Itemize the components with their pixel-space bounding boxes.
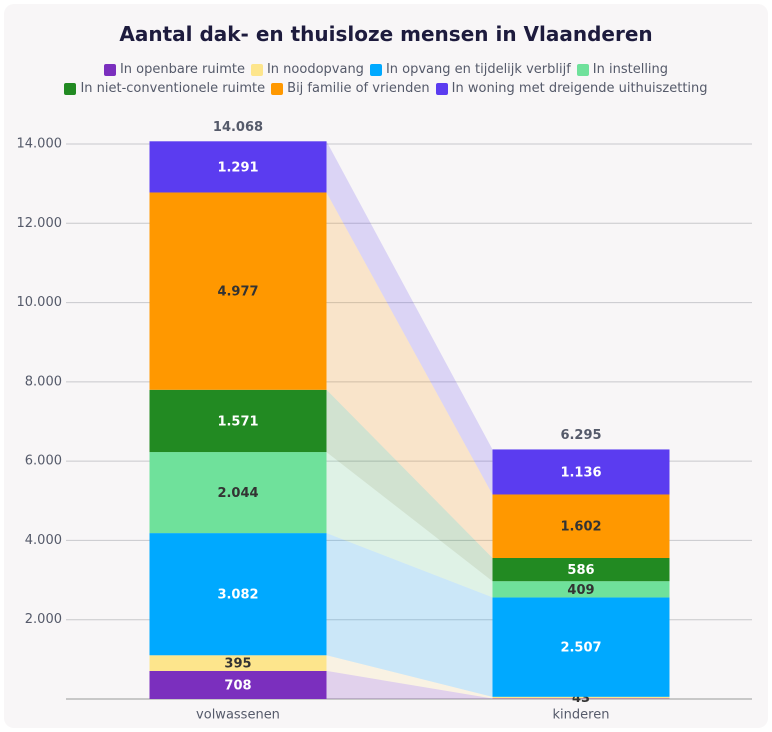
legend-label: In openbare ruimte xyxy=(119,62,245,77)
connector xyxy=(326,389,493,582)
chart-title: Aantal dak- en thuisloze mensen in Vlaan… xyxy=(119,22,653,46)
legend-swatch xyxy=(576,63,589,76)
legend-swatch xyxy=(250,63,263,76)
bar-segment xyxy=(492,581,670,598)
legend-item: Bij familie of vrienden xyxy=(271,81,430,96)
bar-segment xyxy=(492,449,670,495)
data-label: 1.136 xyxy=(560,465,601,480)
bar-segment xyxy=(149,670,327,699)
bar-segment xyxy=(492,557,670,582)
data-label: 2.507 xyxy=(560,641,601,656)
legend-swatch xyxy=(271,82,284,95)
legend-item: In instelling xyxy=(576,62,669,77)
legend-swatch xyxy=(64,82,77,95)
connector xyxy=(326,192,493,558)
connector xyxy=(326,452,493,598)
y-tick-label: 12.000 xyxy=(17,216,63,231)
legend-swatch xyxy=(369,63,382,76)
legend-item: In noodopvang xyxy=(250,62,364,77)
bar-segment xyxy=(492,696,670,699)
legend-swatch xyxy=(103,63,116,76)
data-label: 395 xyxy=(224,657,251,672)
legend-label: In opvang en tijdelijk verblijf xyxy=(385,62,571,77)
legend-label: Bij familie of vrienden xyxy=(287,81,430,96)
connector xyxy=(326,670,493,699)
bar-segment xyxy=(149,533,327,656)
legend: In openbare ruimte In noodopvang In opvang… xyxy=(24,62,754,96)
legend-swatch xyxy=(435,82,448,95)
legend-item: In opvang en tijdelijk verblijf xyxy=(369,62,571,77)
y-tick-label: 8.000 xyxy=(25,374,62,389)
y-tick-label: 14.000 xyxy=(17,137,63,152)
total-label: 6.295 xyxy=(560,428,601,443)
data-label: 586 xyxy=(567,563,594,578)
y-tick-label: 4.000 xyxy=(25,533,62,548)
data-label: 1.602 xyxy=(560,520,601,535)
legend-item: In niet-conventionele ruimte xyxy=(64,81,265,96)
bar-segment xyxy=(149,655,327,671)
bar-segment xyxy=(149,389,327,453)
total-label: 14.068 xyxy=(213,120,263,135)
data-label: 708 xyxy=(224,678,251,693)
legend-item: In woning met dreigende uithuiszetting xyxy=(435,81,708,96)
x-tick-label: kinderen xyxy=(553,708,610,723)
bar-segment xyxy=(492,494,670,558)
data-label: 1.571 xyxy=(217,414,258,429)
bar-segment xyxy=(492,597,670,697)
legend-label: In niet-conventionele ruimte xyxy=(80,81,266,96)
legend-item: In openbare ruimte xyxy=(103,62,245,77)
connector xyxy=(326,141,493,495)
connector xyxy=(326,533,493,697)
y-tick-label: 2.000 xyxy=(25,612,62,627)
bar-segment xyxy=(149,192,327,390)
chart: 2.000 4.000 6.000 8.000 10.000 12.000 14.000 70… xyxy=(17,120,752,723)
legend-label: In noodopvang xyxy=(266,62,364,77)
legend-label: In woning met dreigende uithuiszetting xyxy=(451,81,708,96)
bar-segment xyxy=(149,141,327,193)
data-label: 3.082 xyxy=(217,588,258,603)
y-tick-label: 6.000 xyxy=(25,454,62,469)
legend-label: In instelling xyxy=(592,62,669,77)
data-label: 4.977 xyxy=(217,285,258,300)
data-label: 409 xyxy=(567,583,594,598)
data-label: 2.044 xyxy=(217,486,258,501)
chart-card: Aantal dak- en thuisloze mensen in Vlaan… xyxy=(4,4,768,728)
bar-segment xyxy=(149,452,327,534)
x-tick-label: volwassenen xyxy=(196,708,280,723)
connector xyxy=(326,655,493,699)
y-tick-label: 10.000 xyxy=(17,295,63,310)
data-label: 1.291 xyxy=(217,160,258,175)
